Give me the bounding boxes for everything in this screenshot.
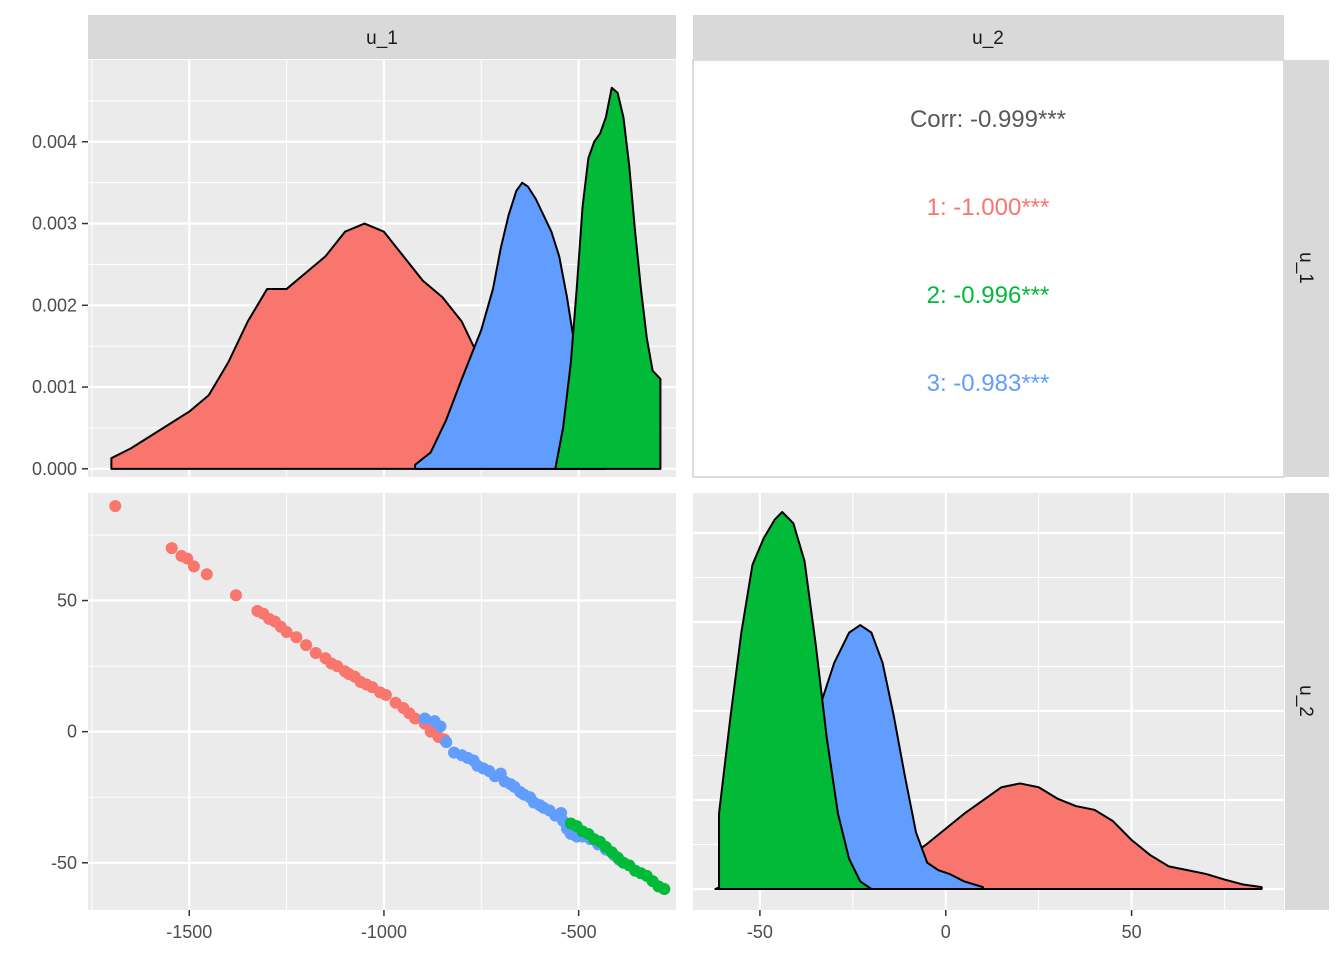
u1-density-ytick-label-4: 0.004 bbox=[32, 132, 77, 152]
scatter-point-g3-3 bbox=[440, 736, 453, 749]
scatter-point-g1-13 bbox=[290, 631, 303, 644]
strip-top-u1 bbox=[88, 15, 676, 59]
scatter-point-g1-1 bbox=[165, 542, 178, 555]
scatter-point-g3-0 bbox=[418, 712, 431, 725]
u2-density-xtick-label-0: -50 bbox=[747, 922, 773, 942]
scatter-point-g1-6 bbox=[229, 589, 242, 602]
u1-density-ytick-label-2: 0.002 bbox=[32, 295, 77, 315]
scatter-point-g1-0 bbox=[109, 500, 122, 513]
scatter-point-g1-15 bbox=[309, 646, 322, 659]
corr-group-2: 2: -0.996*** bbox=[927, 282, 1050, 309]
density-u1-group-2 bbox=[554, 86, 662, 470]
strip-right-u2 bbox=[1285, 493, 1329, 910]
marks-layer bbox=[109, 86, 1263, 896]
scatter-point-g1-4 bbox=[187, 560, 200, 573]
corr-group-1: 1: -1.000*** bbox=[927, 194, 1050, 221]
scatter-point-g1-30 bbox=[409, 712, 422, 725]
scatter-point-g1-5 bbox=[200, 568, 213, 581]
density-u2-group-1 bbox=[851, 782, 1263, 890]
u1-density-ytick-label-1: 0.001 bbox=[32, 377, 77, 397]
scatter-point-g1-14 bbox=[300, 639, 313, 652]
u2-density-xtick-label-2: 50 bbox=[1122, 922, 1142, 942]
scatter-point-g1-26 bbox=[379, 688, 392, 701]
strip-top-u2-label: u_2 bbox=[972, 28, 1004, 49]
scatter-point-g2-16 bbox=[658, 883, 671, 896]
u1-density-ytick-label-0: 0.000 bbox=[32, 459, 77, 479]
scatter-xtick-label-1: -1000 bbox=[361, 922, 407, 942]
panel-corr-background bbox=[692, 59, 1285, 478]
strip-right-u1-label: u_1 bbox=[1295, 252, 1316, 284]
strip-top-u2 bbox=[693, 15, 1284, 59]
strip-top-u1-label: u_1 bbox=[366, 28, 398, 49]
corr-group-3: 3: -0.983*** bbox=[927, 370, 1050, 397]
strip-right-u1 bbox=[1285, 60, 1329, 477]
scatter-point-g1-12 bbox=[280, 626, 293, 638]
strip-right-u2-label: u_2 bbox=[1295, 685, 1316, 717]
corr-overall: Corr: -0.999*** bbox=[910, 106, 1066, 133]
scatter-point-g3-2 bbox=[434, 720, 447, 733]
scatter-ytick-label-2: 50 bbox=[57, 591, 77, 611]
scatter-point-g1-3 bbox=[181, 552, 194, 565]
scatter-ytick-label-1: 0 bbox=[67, 722, 77, 742]
u2-density-xtick-label-1: 0 bbox=[941, 922, 951, 942]
scatter-ytick-label-0: -50 bbox=[51, 853, 77, 873]
scatter-xtick-label-2: -500 bbox=[561, 922, 597, 942]
density-u2-group-2 bbox=[718, 511, 873, 890]
scatter-xtick-label-0: -1500 bbox=[166, 922, 212, 942]
u1-density-ytick-label-3: 0.003 bbox=[32, 214, 77, 234]
